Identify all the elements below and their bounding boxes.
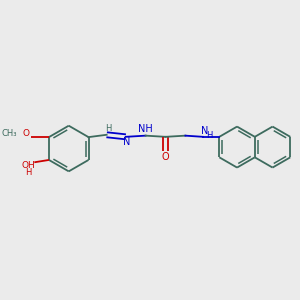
Text: H: H xyxy=(25,168,31,177)
Text: H: H xyxy=(105,124,111,133)
Text: CH₃: CH₃ xyxy=(1,129,17,138)
Text: O: O xyxy=(22,129,29,138)
Text: H: H xyxy=(206,130,213,140)
Text: O: O xyxy=(162,152,169,162)
Text: NH: NH xyxy=(138,124,153,134)
Text: N: N xyxy=(201,126,208,136)
Text: N: N xyxy=(123,137,130,147)
Text: OH: OH xyxy=(21,161,35,170)
